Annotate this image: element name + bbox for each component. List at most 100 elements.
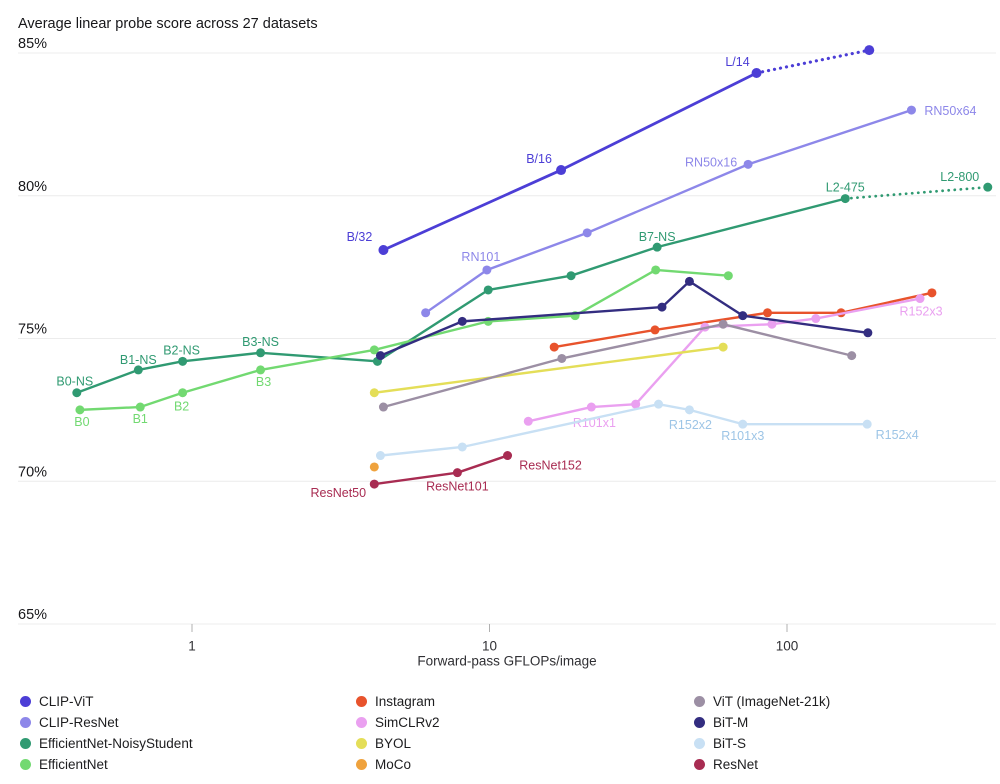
- legend-swatch-icon: [694, 717, 705, 728]
- point-label: RN101: [461, 250, 500, 264]
- legend-item: BYOL: [356, 733, 440, 754]
- data-point: [751, 67, 762, 78]
- point-label: L2-800: [940, 170, 979, 184]
- y-tick-label: 85%: [18, 36, 47, 52]
- data-point: [654, 399, 664, 409]
- data-point: [375, 451, 385, 461]
- legend-item: EfficientNet: [20, 754, 193, 775]
- y-tick-label: 80%: [18, 179, 47, 195]
- point-label: B2: [174, 400, 189, 414]
- data-point: [586, 402, 596, 412]
- data-point: [523, 416, 533, 426]
- point-label: B3: [256, 375, 271, 389]
- x-tick-label: 1: [188, 639, 196, 654]
- legend-swatch-icon: [694, 696, 705, 707]
- x-tick-label: 10: [482, 639, 497, 654]
- x-tick-label: 100: [776, 639, 799, 654]
- point-label: B7-NS: [639, 230, 676, 244]
- data-point: [556, 165, 567, 176]
- point-label: B1: [133, 412, 148, 426]
- data-point: [718, 319, 728, 329]
- series-dotted-line-CLIP-ViT: [754, 48, 871, 75]
- data-point: [657, 302, 667, 312]
- legend-label: EfficientNet: [39, 757, 108, 772]
- data-point: [840, 194, 850, 204]
- point-label: B2-NS: [163, 343, 200, 357]
- legend-swatch-icon: [20, 738, 31, 749]
- data-point: [557, 353, 567, 363]
- data-point: [549, 342, 559, 352]
- chart-title: Average linear probe score across 27 dat…: [18, 16, 318, 32]
- point-label: R101x3: [721, 429, 764, 443]
- data-point: [503, 451, 513, 461]
- series-line-BiT-M: [379, 280, 870, 357]
- legend-item: EfficientNet-NoisyStudent: [20, 733, 193, 754]
- data-point: [864, 45, 875, 56]
- data-point: [631, 399, 641, 409]
- data-point: [723, 271, 733, 281]
- data-point: [375, 351, 385, 361]
- legend-item: CLIP-ResNet: [20, 712, 193, 733]
- series-line-BYOL: [373, 345, 725, 394]
- y-tick-label: 75%: [18, 322, 47, 338]
- point-label: R152x2: [669, 418, 712, 432]
- point-label: B3-NS: [242, 335, 279, 349]
- data-point: [582, 228, 592, 238]
- legend-swatch-icon: [20, 696, 31, 707]
- data-point: [75, 405, 85, 415]
- data-point: [378, 402, 388, 412]
- series-dotted-line-EfficientNet-NoisyStudent: [843, 185, 990, 201]
- series-line-ViT (ImageNet-21k): [382, 323, 853, 409]
- data-point: [482, 265, 492, 275]
- point-label: ResNet50: [311, 486, 367, 500]
- legend-item: MoCo: [356, 754, 440, 775]
- data-point: [906, 105, 916, 115]
- point-label: B/32: [347, 230, 373, 244]
- legend-item: CLIP-ViT: [20, 691, 193, 712]
- data-point: [684, 276, 694, 286]
- data-point: [452, 468, 462, 478]
- point-label: RN50x64: [924, 104, 976, 118]
- data-point: [684, 405, 694, 415]
- data-point: [767, 319, 777, 329]
- data-point: [421, 308, 431, 318]
- data-point: [863, 328, 873, 338]
- point-label: ResNet101: [426, 480, 489, 494]
- legend-label: CLIP-ResNet: [39, 715, 119, 730]
- point-label: B0-NS: [56, 375, 93, 389]
- legend-swatch-icon: [20, 717, 31, 728]
- legend-column: ViT (ImageNet-21k) BiT-M BiT-S ResNet: [694, 691, 830, 775]
- legend-label: BiT-S: [713, 736, 747, 751]
- point-label: L/14: [725, 55, 749, 69]
- legend-label: CLIP-ViT: [39, 694, 94, 709]
- legend-label: Instagram: [375, 694, 436, 709]
- legend-label: ViT (ImageNet-21k): [713, 694, 831, 709]
- data-point: [178, 356, 188, 366]
- data-point: [135, 402, 145, 412]
- data-point: [378, 244, 389, 255]
- point-label: B0: [74, 415, 89, 429]
- data-point: [983, 182, 993, 192]
- legend-item: SimCLRv2: [356, 712, 440, 733]
- legend-swatch-icon: [694, 759, 705, 770]
- legend-swatch-icon: [694, 738, 705, 749]
- data-point: [483, 285, 493, 295]
- point-label: R152x3: [899, 305, 942, 319]
- series-line-BiT-S: [379, 402, 869, 457]
- legend-label: ResNet: [713, 757, 759, 772]
- data-point: [457, 316, 467, 326]
- data-point: [652, 242, 662, 252]
- data-point: [369, 388, 379, 398]
- series-line-SimCLRv2: [527, 297, 922, 423]
- data-point: [650, 325, 660, 335]
- point-label: L2-475: [826, 181, 865, 195]
- legend-item: Instagram: [356, 691, 440, 712]
- data-point: [133, 365, 143, 375]
- data-point: [369, 479, 379, 489]
- data-point: [927, 288, 937, 298]
- legend-label: EfficientNet-NoisyStudent: [39, 736, 193, 751]
- legend-item: ResNet: [694, 754, 830, 775]
- y-tick-label: 65%: [18, 607, 47, 623]
- legend-item: BiT-M: [694, 712, 830, 733]
